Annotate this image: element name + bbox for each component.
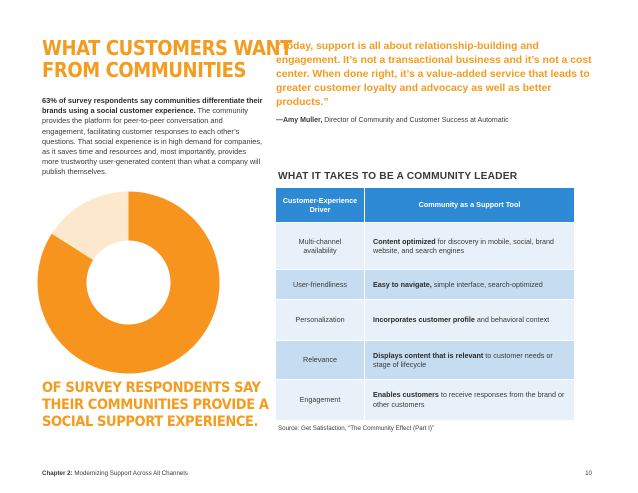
table-cell-driver: User-friendliness bbox=[276, 269, 365, 300]
pull-quote: “Today, support is all about relationshi… bbox=[276, 41, 592, 108]
footer-chapter: Chapter 2: Modernizing Support Across Al… bbox=[42, 470, 188, 478]
intro-bold-text: 63% of survey respondents say communitie… bbox=[42, 96, 263, 116]
table-row: User-friendliness Easy to navigate, simp… bbox=[276, 269, 574, 300]
stat-caption-line-3: SOCIAL SUPPORT EXPERIENCE. bbox=[42, 414, 259, 430]
table-title: WHAT IT TAKES TO BE A COMMUNITY LEADER bbox=[278, 171, 518, 182]
stat-caption-line-2: THEIR COMMUNITIES PROVIDE A bbox=[42, 397, 269, 413]
stat-caption: OF SURVEY RESPONDENTS SAY THEIR COMMUNIT… bbox=[42, 380, 269, 431]
table-cell-driver: Relevance bbox=[276, 340, 365, 380]
page-headline: WHAT CUSTOMERS WANT FROM COMMUNITIES bbox=[42, 36, 293, 82]
community-leader-table: Customer-Experience Driver Community as … bbox=[276, 188, 574, 420]
table-cell-support-text: for discovery in mobile, social, brand w… bbox=[373, 236, 554, 256]
footer-chapter-label: Chapter 2: bbox=[42, 470, 73, 477]
page-number: 10 bbox=[585, 470, 592, 477]
donut-segment-84-percent bbox=[37, 191, 220, 374]
table-row: Personalization Incorporates customer pr… bbox=[276, 299, 574, 341]
table-cell-support-bold: Incorporates customer profile bbox=[373, 315, 475, 325]
table-header-support-tool: Community as a Support Tool bbox=[364, 188, 574, 223]
table-cell-support-bold: Displays content that is relevant bbox=[373, 350, 484, 360]
quote-attribution: —Amy Muller, Director of Community and C… bbox=[276, 116, 594, 125]
intro-paragraph: 63% of survey respondents say communitie… bbox=[42, 96, 264, 178]
table-cell-driver: Multi-channel availability bbox=[276, 222, 365, 270]
donut-chart bbox=[36, 190, 221, 375]
table-cell-support: Content optimized for discovery in mobil… bbox=[364, 222, 574, 270]
table-cell-support-text: to customer needs or stage of lifecycle bbox=[373, 350, 553, 370]
table-header-driver: Customer-Experience Driver bbox=[276, 188, 365, 223]
table-cell-support: Enables customers to receive responses f… bbox=[364, 379, 574, 420]
table-row: Relevance Displays content that is relev… bbox=[276, 340, 574, 380]
stat-caption-line-1: OF SURVEY RESPONDENTS SAY bbox=[42, 380, 261, 396]
stat-number: 84 bbox=[91, 245, 146, 296]
donut-chart-svg bbox=[37, 191, 220, 374]
table-cell-driver: Personalization bbox=[276, 299, 365, 341]
quote-author: —Amy Muller, bbox=[276, 117, 323, 124]
table-cell-support-bold: Easy to navigate, bbox=[373, 279, 432, 289]
table-cell-driver: Engagement bbox=[276, 379, 365, 420]
table-cell-support-text: simple interface, search-optimized bbox=[431, 279, 543, 289]
table-header-row: Customer-Experience Driver Community as … bbox=[276, 188, 574, 223]
quote-author-role: Director of Community and Customer Succe… bbox=[322, 117, 509, 124]
table-cell-support: Easy to navigate, simple interface, sear… bbox=[364, 269, 574, 300]
stat-value: 84% bbox=[68, 249, 188, 293]
table-cell-support: Incorporates customer profile and behavi… bbox=[364, 299, 574, 341]
intro-body-text: The community provides the platform for … bbox=[42, 106, 263, 177]
table-cell-support-text: and behavioral context bbox=[474, 315, 550, 325]
stat-percent-symbol: % bbox=[147, 255, 165, 279]
table-cell-support-text: to receive responses from the brand or o… bbox=[373, 390, 565, 409]
footer-chapter-title: Modernizing Support Across All Channels bbox=[72, 470, 188, 477]
table-cell-support-bold: Enables customers bbox=[373, 390, 439, 400]
table-cell-support: Displays content that is relevant to cus… bbox=[364, 340, 574, 380]
headline-line-2: FROM COMMUNITIES bbox=[42, 58, 247, 82]
table-row: Engagement Enables customers to receive … bbox=[276, 379, 574, 420]
table-row: Multi-channel availability Content optim… bbox=[276, 222, 574, 270]
table-cell-support-bold: Content optimized bbox=[373, 236, 436, 246]
donut-segment-remainder bbox=[51, 191, 129, 260]
table-source-note: Source: Get Satisfaction, “The Community… bbox=[278, 425, 435, 432]
headline-line-1: WHAT CUSTOMERS WANT bbox=[42, 36, 293, 60]
